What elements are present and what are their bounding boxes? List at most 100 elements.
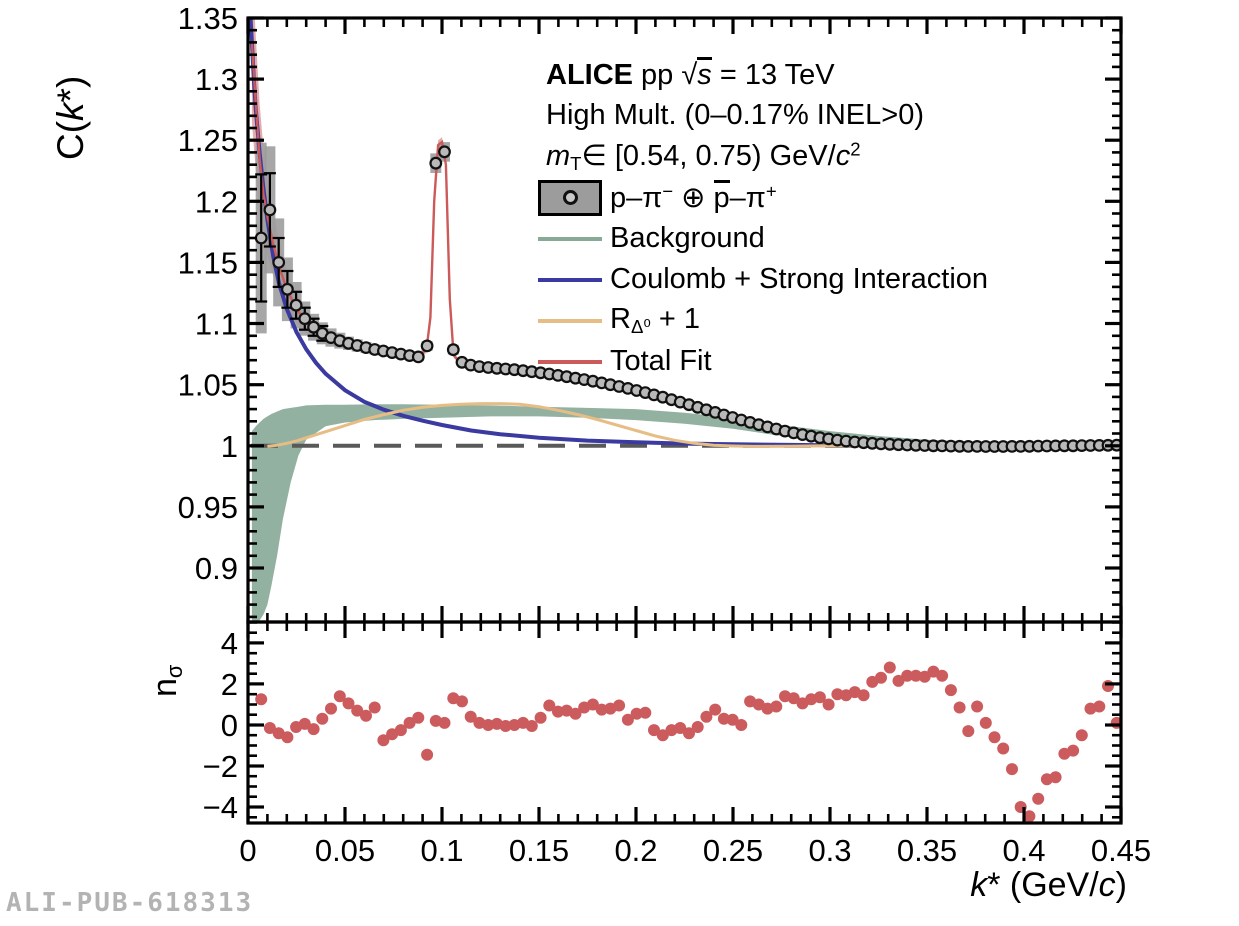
data-point — [420, 339, 434, 353]
residual-point — [412, 711, 425, 724]
watermark-label: ALI-PUB-618313 — [6, 888, 254, 918]
residual-point — [892, 674, 905, 687]
x-tick-label: 0.1 — [420, 833, 463, 868]
y-tick-label-top: 1.2 — [195, 184, 238, 219]
data-point — [411, 350, 425, 364]
correlation-points — [254, 145, 1121, 453]
data-point — [446, 343, 460, 357]
legend-label: RΔ⁰ + 1 — [610, 302, 700, 338]
residual-point — [901, 669, 914, 682]
data-point — [281, 282, 294, 296]
data-point — [289, 298, 303, 312]
residual-point — [918, 670, 931, 683]
residual-point — [674, 722, 687, 734]
residual-point — [726, 713, 739, 726]
x-tick-label: 0.15 — [509, 833, 569, 868]
x-tick-label: 0 — [239, 833, 256, 868]
data-marker-icon — [562, 190, 578, 205]
residual-point — [464, 710, 477, 723]
legend-row-3: p–π− ⊕ p–π+ — [538, 177, 988, 218]
y-tick-label-bottom: −4 — [203, 790, 238, 825]
rdelta-curve — [267, 402, 1121, 448]
residual-point — [586, 698, 599, 711]
legend-data-marker-swatch — [538, 179, 602, 216]
residual-point — [988, 731, 1001, 744]
plot-legend: ALICE pp √s = 13 TeV High Mult. (0–0.17% … — [538, 54, 988, 382]
y-tick-label-top: 1.25 — [178, 123, 238, 158]
residual-point — [1067, 744, 1080, 757]
y-tick-label-bottom: 0 — [221, 708, 238, 743]
data-point — [254, 231, 268, 245]
x-tick-label: 0.25 — [703, 833, 763, 868]
residual-point — [569, 707, 582, 720]
legend-row-2: mT∈ [0.54, 0.75) GeV/c2 — [538, 136, 988, 177]
data-point — [438, 145, 451, 159]
x-tick-label: 0.3 — [808, 833, 851, 868]
legend-label: High Mult. (0–0.17% INEL>0) — [546, 99, 924, 131]
bottom-panel — [255, 661, 1121, 823]
data-point — [263, 203, 277, 217]
residual-point — [499, 720, 512, 732]
data-point — [307, 320, 321, 334]
legend-line-swatch — [538, 359, 602, 364]
residual-point — [656, 729, 669, 742]
y-tick-label-top: 0.9 — [195, 551, 238, 586]
y-tick-label-top: 1.3 — [195, 62, 238, 97]
legend-label: Background — [610, 222, 765, 254]
residual-point — [909, 669, 922, 682]
x-tick-label: 0.05 — [315, 833, 375, 868]
residual-point — [735, 719, 748, 731]
x-tick-label: 0.45 — [1091, 833, 1151, 868]
residual-point — [298, 717, 311, 730]
residual-point — [857, 689, 870, 702]
legend-label: p–π− ⊕ p–π+ — [610, 180, 777, 214]
y-tick-label-bottom: −2 — [203, 749, 238, 784]
residual-point — [595, 703, 608, 716]
y-tick-label-top: 1 — [221, 429, 238, 464]
top-panel — [248, 18, 1121, 622]
data-point — [272, 256, 286, 269]
legend-label: mT∈ [0.54, 0.75) GeV/c2 — [546, 138, 861, 175]
legend-label: ALICE pp √s = 13 TeV — [546, 57, 835, 91]
residual-point — [525, 720, 538, 732]
y-tick-label-top: 1.35 — [178, 1, 238, 36]
residual-point — [281, 731, 294, 744]
residual-point — [1102, 680, 1114, 692]
residual-point — [936, 669, 949, 682]
residual-point — [394, 724, 407, 737]
residual-point — [944, 684, 957, 697]
x-tick-label: 0.2 — [614, 833, 657, 868]
residual-point — [377, 734, 390, 747]
residual-point — [403, 716, 416, 729]
y-tick-label-top: 1.1 — [195, 307, 238, 342]
residual-point — [709, 703, 722, 716]
residual-point — [421, 748, 434, 761]
residual-point — [482, 719, 495, 731]
y-axis-title-nsigma: nσ — [146, 664, 188, 697]
legend-line-swatch — [538, 277, 602, 282]
residual-point — [979, 716, 992, 729]
residual-point — [875, 671, 887, 684]
residual-point — [648, 724, 660, 737]
residual-point — [630, 707, 643, 720]
residual-point — [971, 700, 984, 713]
x-axis-title: k* (GeV/c) — [970, 866, 1127, 904]
data-point — [429, 156, 443, 170]
residual-point — [1006, 763, 1018, 776]
residual-point — [639, 706, 652, 719]
legend-row-5: Coulomb + Strong Interaction — [538, 259, 988, 300]
data-point — [298, 312, 312, 326]
y-tick-label-top: 1.05 — [178, 368, 238, 403]
residual-point — [438, 716, 451, 729]
residual-point — [1032, 792, 1045, 805]
legend-label: Coulomb + Strong Interaction — [610, 263, 989, 295]
residual-point — [1049, 771, 1062, 784]
residual-point — [700, 710, 713, 723]
residual-point — [683, 727, 695, 740]
residual-point — [831, 688, 844, 701]
y-tick-label-bottom: 2 — [221, 667, 238, 702]
y-tick-label-top: 0.95 — [178, 490, 238, 525]
residual-point — [1093, 700, 1106, 713]
